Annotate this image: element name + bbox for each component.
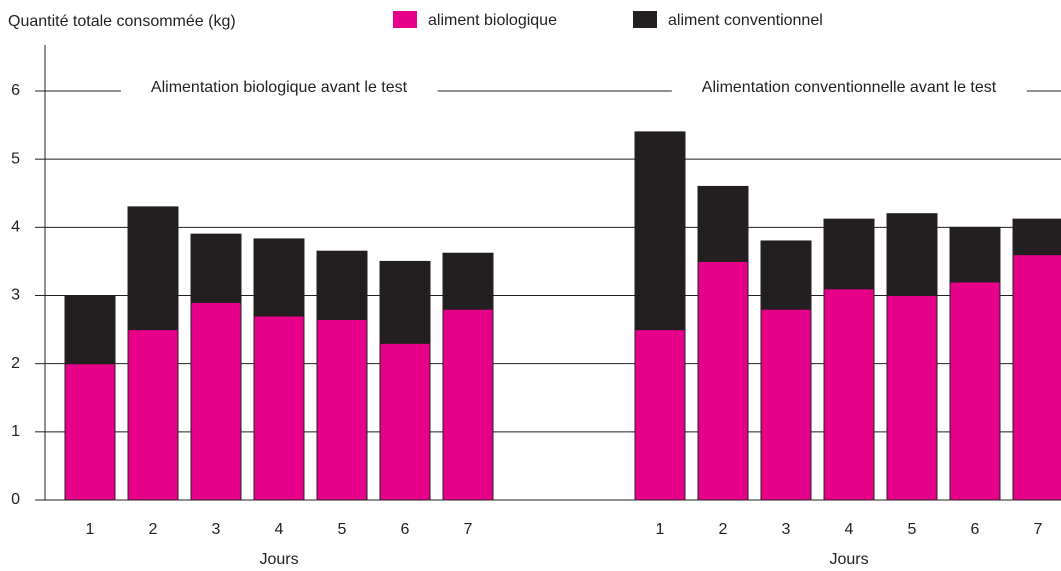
y-tick-label: 6	[11, 82, 20, 99]
bar-segment	[64, 295, 116, 365]
bar-segment	[1012, 218, 1061, 256]
bar-segment	[760, 308, 812, 501]
x-tick-label: 5	[908, 521, 917, 538]
x-tick-label: 6	[401, 521, 410, 538]
group-title-bg	[120, 77, 438, 99]
bar-segment	[316, 250, 368, 320]
bar-segment	[697, 260, 749, 501]
y-axis-label: Quantité totale consommée (kg)	[8, 13, 236, 30]
x-tick-label: 4	[845, 521, 854, 538]
bar-segment	[379, 342, 431, 501]
y-tick-label: 3	[11, 287, 20, 304]
bar-segment	[697, 185, 749, 262]
bar-segment	[127, 329, 179, 501]
group-title: Alimentation conventionnelle avant le te…	[702, 79, 997, 96]
x-tick-label: 1	[656, 521, 665, 538]
group-title: Alimentation biologique avant le test	[151, 79, 408, 96]
bar-segment	[949, 281, 1001, 501]
x-tick-label: 5	[338, 521, 347, 538]
x-tick-label: 2	[719, 521, 728, 538]
legend-swatch	[393, 11, 417, 28]
bar-segment	[316, 318, 368, 501]
bar-segment	[949, 226, 1001, 283]
bar-segment	[823, 218, 875, 290]
bar-segment	[190, 301, 242, 501]
bar-segment	[127, 206, 179, 331]
x-axis-label: Jours	[829, 551, 868, 568]
x-tick-label: 6	[971, 521, 980, 538]
bar-segment	[634, 131, 686, 331]
group-title-bg	[671, 77, 1027, 99]
y-tick-label: 0	[11, 491, 20, 508]
y-tick-label: 4	[11, 219, 20, 236]
legend-swatch	[633, 11, 657, 28]
y-tick-label: 2	[11, 355, 20, 372]
y-tick-label: 1	[11, 423, 20, 440]
x-tick-label: 7	[1034, 521, 1043, 538]
bar-segment	[190, 233, 242, 303]
x-tick-label: 1	[86, 521, 95, 538]
bar-segment	[379, 260, 431, 344]
bar-segment	[253, 238, 305, 317]
bar-segment	[64, 363, 116, 501]
bar-segment	[1012, 254, 1061, 501]
legend-label: aliment conventionnel	[668, 12, 823, 29]
x-tick-label: 3	[782, 521, 791, 538]
bar-segment	[634, 329, 686, 501]
x-tick-label: 2	[149, 521, 158, 538]
bar-segment	[886, 295, 938, 501]
bar-segment	[442, 252, 494, 310]
legend-label: aliment biologique	[428, 12, 557, 29]
y-tick-label: 5	[11, 150, 20, 167]
bar-segment	[823, 288, 875, 501]
x-axis-label: Jours	[259, 551, 298, 568]
bar-segment	[760, 240, 812, 310]
x-tick-label: 7	[464, 521, 473, 538]
bar-segment	[442, 308, 494, 501]
bar-segment	[253, 315, 305, 501]
bar-segment	[886, 213, 938, 296]
x-tick-label: 3	[212, 521, 221, 538]
x-tick-label: 4	[275, 521, 284, 538]
